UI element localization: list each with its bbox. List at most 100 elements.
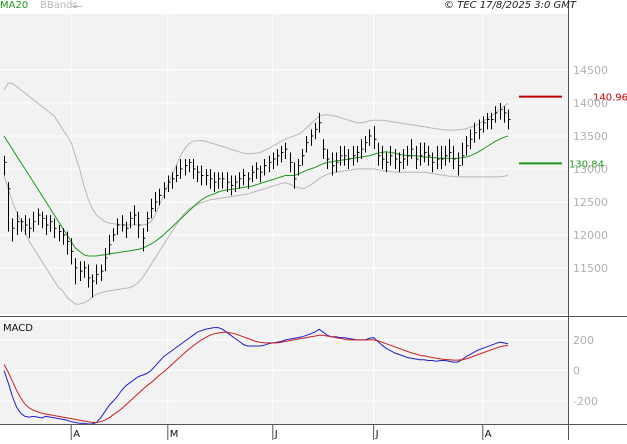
ohlc-bar: [84, 261, 87, 278]
macd-panel: 200 0 -200 MACD: [0, 320, 598, 425]
ohlc-bar: [264, 159, 267, 176]
ohlc-bar: [218, 172, 221, 189]
x-tick-label: J: [274, 429, 278, 440]
ohlc-bar: [248, 172, 251, 189]
price-y-tick-label: 11500: [573, 262, 608, 275]
ohlc-bar: [357, 145, 360, 163]
ohlc-bar: [378, 142, 381, 166]
ohlc-bar: [130, 211, 133, 229]
price-y-tick-label: 13000: [573, 163, 608, 176]
ohlc-bar: [483, 116, 486, 133]
ohlc-bar: [180, 159, 183, 179]
ohlc-bar: [437, 145, 440, 169]
ohlc-bar: [340, 145, 343, 166]
ohlc-bar: [38, 208, 41, 225]
ohlc-bar: [21, 218, 24, 232]
macd-plot-area: [0, 320, 568, 424]
macd-y-tick-label: 0: [573, 364, 580, 377]
ohlc-bar: [302, 149, 305, 166]
ohlc-bar: [327, 149, 330, 169]
ohlc-bar: [189, 159, 192, 173]
ohlc-bar: [42, 211, 45, 229]
ohlc-bar: [508, 109, 511, 130]
timestamp-label: © TEC 17/8/2025 3:0 GMT: [444, 0, 576, 11]
ohlc-bar: [374, 126, 377, 150]
bbands-lower-line: [3, 168, 509, 305]
ohlc-bar: [155, 192, 158, 212]
ohlc-bar: [239, 172, 242, 189]
price-gridlines: [0, 14, 568, 314]
ohlc-bar: [407, 145, 410, 166]
ohlc-bar: [109, 234, 112, 255]
price-y-tick-label: 14500: [573, 64, 608, 77]
ohlc-bar: [369, 129, 372, 146]
ohlc-bar: [424, 142, 427, 163]
ohlc-bar: [113, 228, 116, 242]
ohlc-bar: [172, 172, 175, 189]
macd-y-axis: 200 0 -200: [573, 334, 598, 408]
price-y-axis: 11500 12000 12500 13000 13500 14000 14500: [573, 64, 608, 275]
bbands-legend-label: BBands: [40, 0, 78, 11]
macd-y-tick-label: 200: [573, 334, 594, 347]
ohlc-bar: [252, 165, 255, 183]
ohlc-bar: [403, 149, 406, 169]
ohlc-bar: [185, 159, 188, 176]
ohlc-bar: [138, 211, 141, 239]
ohlc-bar: [59, 224, 62, 242]
bbands-upper-line: [3, 82, 509, 226]
ohlc-bar: [88, 264, 91, 288]
ohlc-bar: [449, 139, 452, 163]
ohlc-bar: [432, 152, 435, 173]
ohlc-bar: [92, 274, 95, 298]
ohlc-bar: [277, 149, 280, 166]
ohlc-bar: [256, 162, 259, 179]
ohlc-bar: [420, 142, 423, 166]
ohlc-bar: [466, 135, 469, 156]
ohlc-bar: [227, 172, 230, 193]
ohlc-bar: [311, 129, 314, 146]
ohlc-bar: [395, 149, 398, 169]
ohlc-bar: [390, 145, 393, 166]
ohlc-bar: [4, 155, 7, 176]
ohlc-bar: [453, 145, 456, 169]
ohlc-bar: [8, 182, 11, 232]
ohlc-bar: [33, 211, 36, 232]
ohlc-bar: [168, 175, 171, 193]
ohlc-bar: [29, 218, 32, 239]
ohlc-bar: [147, 211, 150, 232]
ohlc-bar: [323, 139, 326, 160]
ohlc-bar: [382, 145, 385, 169]
ohlc-bar: [105, 248, 108, 272]
ohlc-bar: [306, 135, 309, 153]
ohlc-bar: [101, 264, 104, 282]
ohlc-bar: [315, 122, 318, 140]
ohlc-bar: [134, 205, 137, 225]
ohlc-bar: [46, 215, 49, 235]
x-tick-label: J: [375, 429, 379, 440]
price-marker-label: 130.84: [569, 159, 604, 170]
price-plot-area: [0, 14, 568, 314]
ohlc-bar: [243, 168, 246, 186]
price-y-tick-label: 12000: [573, 229, 608, 242]
ohlc-bar: [193, 159, 196, 179]
ohlc-bar: [159, 188, 162, 206]
ohlc-bar: [151, 198, 154, 219]
macd-title: MACD: [3, 323, 33, 334]
ohlc-bar: [176, 165, 179, 183]
ohlc-bar: [462, 142, 465, 166]
ohlc-bar: [411, 139, 414, 160]
ma20-legend-label: MA20: [0, 0, 29, 11]
bbands-legend-swatch: [72, 6, 82, 7]
ohlc-bar: [269, 155, 272, 173]
x-tick-label: A: [73, 429, 80, 440]
ohlc-bar: [63, 228, 66, 245]
ohlc-bar: [399, 152, 402, 173]
ohlc-bar: [428, 145, 431, 166]
ohlc-bar: [416, 145, 419, 169]
ohlc-bar: [71, 238, 74, 265]
price-marker-label: 140.96: [593, 93, 627, 104]
ohlc-bar: [122, 215, 125, 232]
ohlc-bar: [96, 264, 99, 285]
